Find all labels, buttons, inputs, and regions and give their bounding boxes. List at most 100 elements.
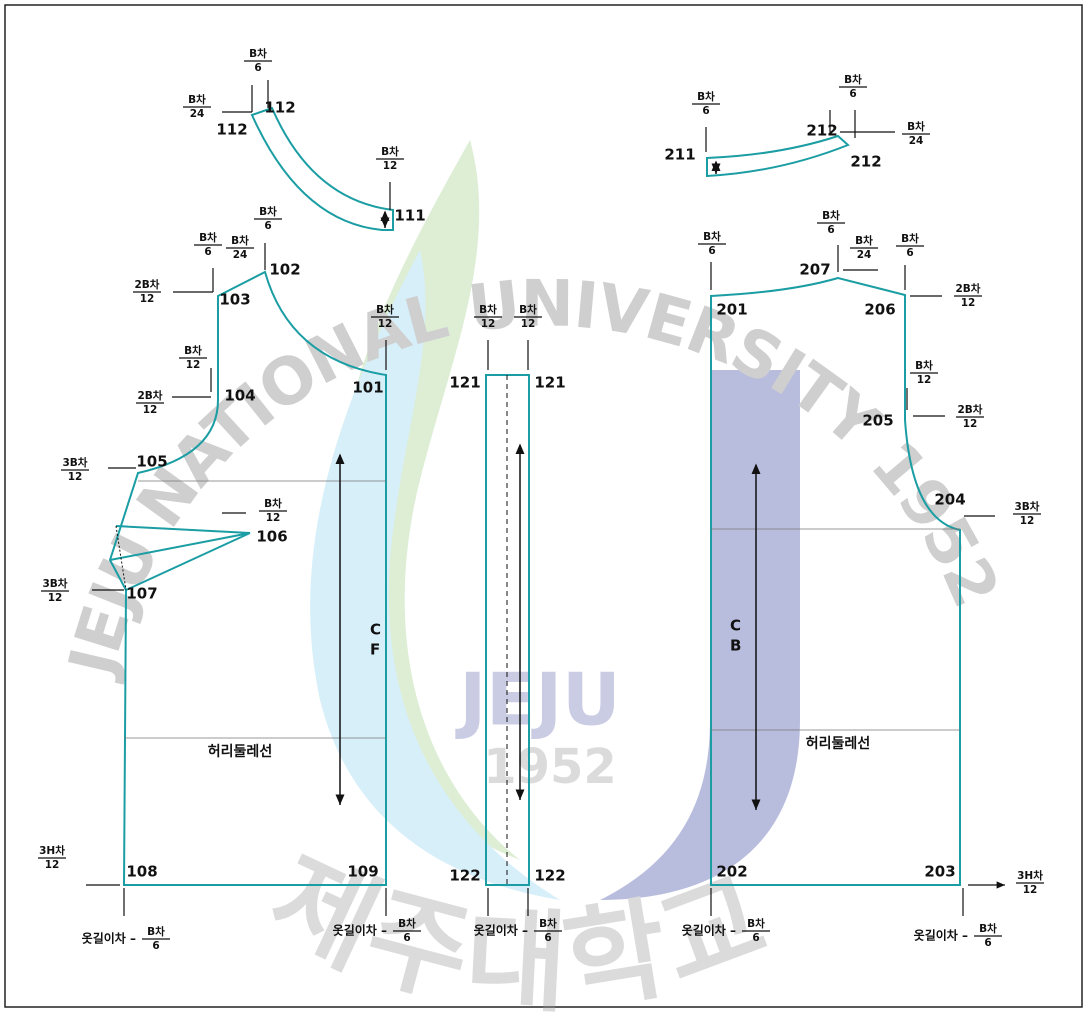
note-prefix: 옷길이차 – — [682, 923, 736, 938]
note-numerator: B차 — [259, 205, 277, 218]
note-numerator: B차 — [844, 73, 862, 86]
note-numerator: 3H차 — [1017, 869, 1043, 882]
point-label: 204 — [934, 491, 965, 509]
note-numerator: 3B차 — [43, 577, 68, 590]
note-denominator: 12 — [963, 418, 978, 430]
note-denominator: 6 — [827, 224, 834, 236]
note-numerator: B차 — [519, 303, 537, 316]
note-denominator: 6 — [702, 105, 709, 117]
pattern — [86, 80, 1005, 916]
point-label: 104 — [224, 387, 255, 405]
note-numerator: B차 — [747, 917, 765, 930]
note-denominator: 24 — [233, 249, 248, 261]
note-denominator: 12 — [68, 471, 83, 483]
note-numerator: B차 — [188, 93, 206, 106]
note-denominator: 6 — [906, 247, 913, 259]
watermark-year: 1952 — [483, 739, 617, 795]
point-label: 206 — [864, 301, 895, 319]
note-denominator: 12 — [378, 318, 393, 330]
note-prefix: 옷길이차 – — [333, 923, 387, 938]
note-numerator: B차 — [249, 47, 267, 60]
point-label: 101 — [352, 379, 383, 397]
note-denominator: 12 — [266, 512, 281, 524]
note-numerator: 2B차 — [956, 282, 981, 295]
note-numerator: 3B차 — [1015, 500, 1040, 513]
note-denominator: 6 — [264, 220, 271, 232]
cb-label: B — [730, 637, 741, 655]
note-denominator: 6 — [403, 932, 410, 944]
note-denominator: 12 — [1020, 515, 1035, 527]
note-denominator: 6 — [849, 88, 856, 100]
note-denominator: 6 — [254, 62, 261, 74]
note-denominator: 6 — [984, 937, 991, 949]
note-numerator: B차 — [376, 303, 394, 316]
note-denominator: 12 — [186, 359, 201, 371]
point-label: 122 — [534, 867, 565, 885]
waist-label: 허리둘레선 — [208, 743, 272, 760]
note-denominator: 12 — [143, 404, 158, 416]
cf-label: F — [370, 641, 380, 659]
note-denominator: 6 — [752, 932, 759, 944]
note-numerator: B차 — [822, 209, 840, 222]
note-denominator: 12 — [521, 318, 536, 330]
note-denominator: 6 — [708, 245, 715, 257]
note-denominator: 12 — [48, 592, 63, 604]
note-numerator: B차 — [703, 230, 721, 243]
note-numerator: 3B차 — [63, 456, 88, 469]
note-numerator: 2B차 — [135, 278, 160, 291]
note-numerator: 2B차 — [958, 403, 983, 416]
note-numerator: B차 — [855, 234, 873, 247]
note-numerator: 2B차 — [138, 389, 163, 402]
note-numerator: B차 — [147, 925, 165, 938]
point-label: 205 — [862, 412, 893, 430]
point-label: 112 — [216, 121, 247, 139]
note-numerator: B차 — [184, 344, 202, 357]
note-numerator: B차 — [231, 234, 249, 247]
point-label: 108 — [126, 863, 157, 881]
note-numerator: B차 — [979, 922, 997, 935]
point-label: 109 — [347, 863, 378, 881]
note-denominator: 24 — [857, 249, 872, 261]
point-label: 207 — [799, 261, 830, 279]
note-prefix: 옷길이차 – — [914, 928, 968, 943]
point-label: 112 — [264, 99, 295, 117]
cf-label: C — [370, 621, 381, 639]
note-numerator: B차 — [381, 145, 399, 158]
note-denominator: 12 — [140, 293, 155, 305]
note-denominator: 12 — [383, 160, 398, 172]
point-label: 105 — [136, 453, 167, 471]
note-numerator: B차 — [479, 303, 497, 316]
note-denominator: 24 — [190, 108, 205, 120]
note-numerator: B차 — [398, 917, 416, 930]
note-numerator: B차 — [199, 231, 217, 244]
point-label: 201 — [716, 301, 747, 319]
note-denominator: 12 — [481, 318, 496, 330]
note-denominator: 12 — [917, 374, 932, 386]
point-label: 107 — [126, 585, 157, 603]
cb-label: C — [730, 617, 741, 635]
point-label: 103 — [219, 291, 250, 309]
waist-label: 허리둘레선 — [806, 735, 870, 752]
note-denominator: 12 — [45, 859, 60, 871]
note-prefix: 옷길이차 – — [82, 931, 136, 946]
note-denominator: 6 — [544, 932, 551, 944]
note-numerator: B차 — [915, 359, 933, 372]
point-label: 121 — [449, 374, 480, 392]
note-prefix: 옷길이차 – — [474, 923, 528, 938]
point-label: 106 — [256, 528, 287, 546]
point-label: 211 — [664, 146, 695, 164]
note-numerator: B차 — [901, 232, 919, 245]
note-denominator: 6 — [152, 940, 159, 952]
note-numerator: B차 — [264, 497, 282, 510]
frame — [4, 4, 1083, 1008]
note-numerator: B차 — [697, 90, 715, 103]
point-label: 122 — [449, 867, 480, 885]
point-label: 212 — [806, 122, 837, 140]
note-numerator: 3H차 — [39, 844, 65, 857]
note-denominator: 12 — [1023, 884, 1038, 896]
note-denominator: 24 — [909, 135, 924, 147]
note-denominator: 12 — [961, 297, 976, 309]
point-label: 203 — [924, 863, 955, 881]
point-label: 111 — [394, 207, 425, 225]
